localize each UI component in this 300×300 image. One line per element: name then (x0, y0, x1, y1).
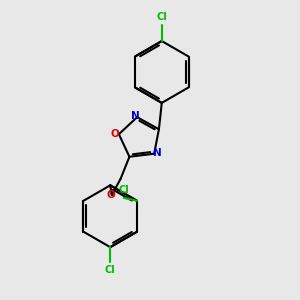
Text: N: N (153, 148, 162, 158)
Text: Cl: Cl (156, 12, 167, 22)
Text: Cl: Cl (118, 185, 129, 195)
Text: N: N (131, 111, 140, 121)
Text: Cl: Cl (105, 266, 116, 275)
Text: O: O (106, 190, 115, 200)
Text: O: O (111, 129, 119, 139)
